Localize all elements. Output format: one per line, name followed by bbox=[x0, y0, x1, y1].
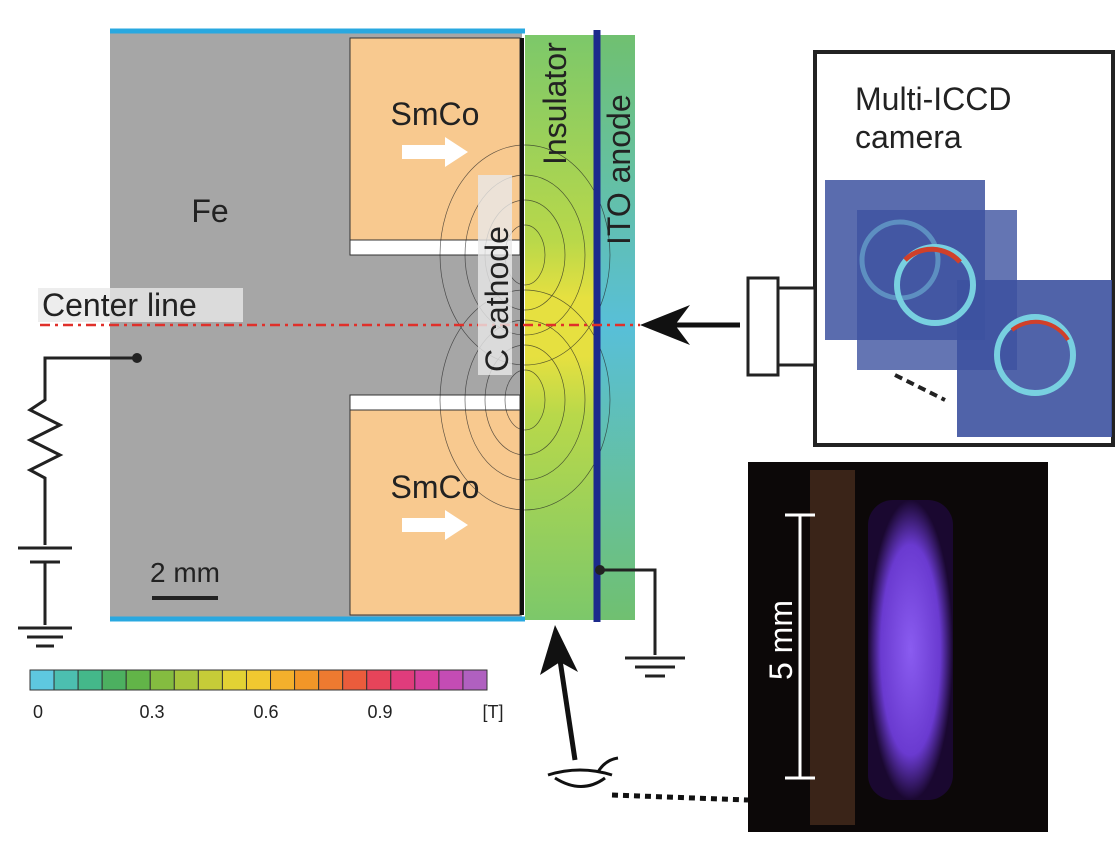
eye bbox=[548, 758, 618, 787]
colorbar-cell bbox=[78, 670, 102, 690]
eye-arrow bbox=[560, 660, 575, 760]
cathode-label: C cathode bbox=[479, 226, 515, 372]
colorbar-cell bbox=[246, 670, 270, 690]
colorbar-cell bbox=[319, 670, 343, 690]
smco-bottom-label: SmCo bbox=[391, 469, 480, 505]
colorbar-cell bbox=[222, 670, 246, 690]
colorbar-cell bbox=[198, 670, 222, 690]
colorbar-unit: [T] bbox=[483, 702, 504, 722]
colorbar-cell bbox=[367, 670, 391, 690]
colorbar-cell bbox=[391, 670, 415, 690]
colorbar-tick: 0.6 bbox=[253, 702, 278, 722]
colorbar-tick: 0.9 bbox=[367, 702, 392, 722]
colorbar-cell bbox=[415, 670, 439, 690]
colorbar-cell bbox=[150, 670, 174, 690]
terminal bbox=[132, 353, 142, 363]
colorbar-cell bbox=[295, 670, 319, 690]
page: {"labels": {"smco_top": "SmCo", "smco_bo… bbox=[0, 0, 1116, 845]
colorbar-cell bbox=[439, 670, 463, 690]
photo-plasma bbox=[868, 500, 953, 800]
colorbar-cell bbox=[54, 670, 78, 690]
camera-label: camera bbox=[855, 119, 962, 155]
colorbar-labels: 0 0.3 0.6 0.9 [T] bbox=[33, 702, 504, 722]
gap-bottom bbox=[350, 395, 520, 410]
camera-label: Multi-ICCD bbox=[855, 81, 1011, 117]
colorbar-cell bbox=[271, 670, 295, 690]
photo-scale-label: 5 mm bbox=[763, 600, 799, 680]
anode-label: ITO anode bbox=[601, 94, 637, 245]
terminal bbox=[595, 565, 605, 575]
lens bbox=[778, 288, 815, 365]
colorbar-tick: 0.3 bbox=[139, 702, 164, 722]
colorbar-tick: 0 bbox=[33, 702, 43, 722]
smco-top-label: SmCo bbox=[391, 96, 480, 132]
colorbar bbox=[30, 670, 487, 690]
smco-bottom bbox=[350, 410, 520, 615]
colorbar-cell bbox=[463, 670, 487, 690]
colorbar-cell bbox=[174, 670, 198, 690]
colorbar-cell bbox=[30, 670, 54, 690]
figure: SmCo SmCo Fe Center line C cathode Insul… bbox=[0, 0, 1116, 845]
center-line-label: Center line bbox=[42, 287, 197, 323]
scale-label: 2 mm bbox=[150, 557, 220, 588]
lens bbox=[748, 278, 778, 375]
insulator-label: Insulator bbox=[537, 42, 573, 165]
colorbar-cell bbox=[343, 670, 367, 690]
fe-label: Fe bbox=[191, 193, 228, 229]
colorbar-cell bbox=[102, 670, 126, 690]
dotted-link bbox=[612, 795, 748, 800]
colorbar-cell bbox=[126, 670, 150, 690]
photo-electrode bbox=[810, 470, 855, 825]
